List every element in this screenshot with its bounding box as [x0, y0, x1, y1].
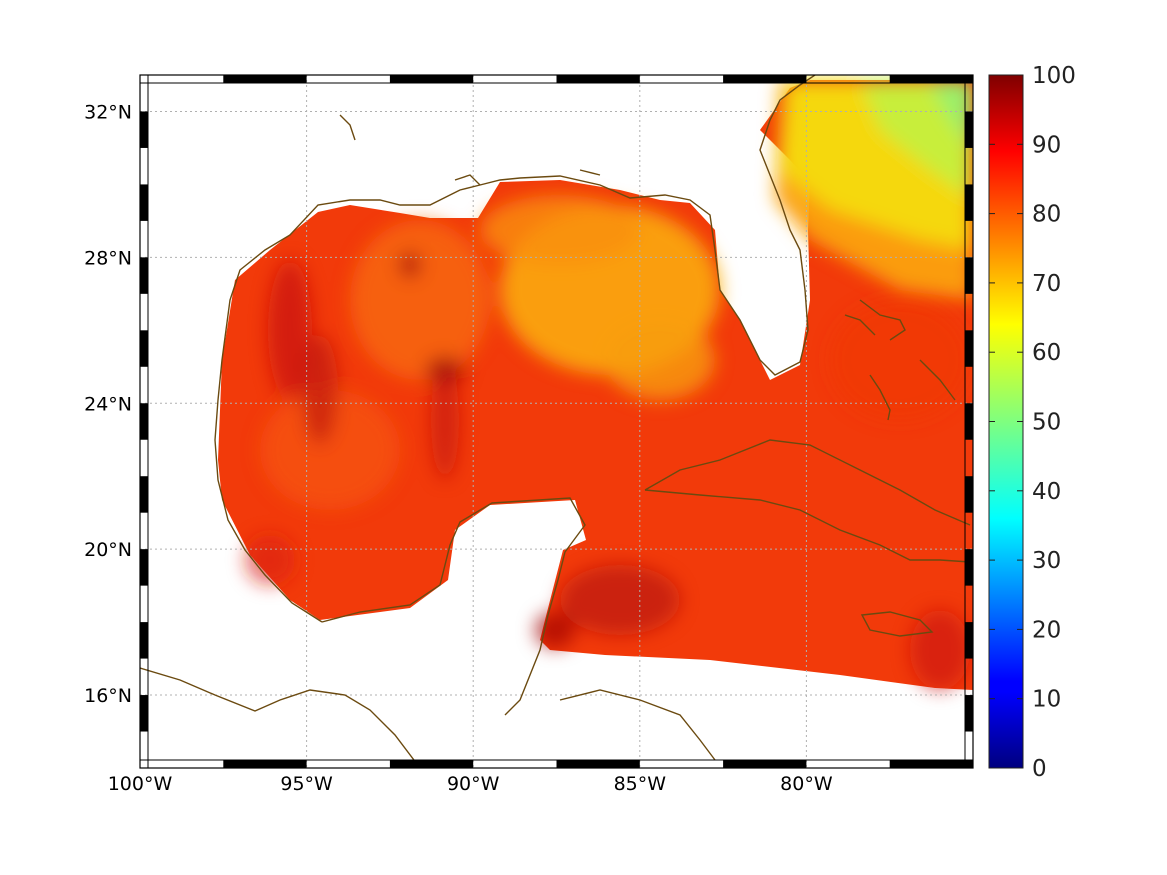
colorbar-tick-label-8: 80: [1032, 202, 1061, 228]
colorbar-tick-label-7: 70: [1032, 271, 1061, 297]
grid: [140, 75, 973, 768]
x-tick-label-1: 95°W: [280, 773, 333, 795]
frame-checker: [140, 695, 148, 732]
colorbar-tick-label-3: 30: [1032, 548, 1061, 574]
bahamas-coast: [869, 374, 891, 421]
frame-checker: [223, 75, 307, 83]
field-patch: [930, 80, 973, 150]
frame-checker: [140, 111, 148, 148]
frame-checker: [965, 476, 973, 513]
island-coast: [579, 169, 601, 176]
colorbar-tick-label-10: 100: [1032, 63, 1076, 89]
jamaica-coast: [860, 611, 934, 637]
colorbar-tick-label-0: 0: [1032, 756, 1047, 782]
y-tick-label-1: 20°N: [84, 539, 132, 561]
colorbar-tick-label-6: 60: [1032, 340, 1061, 366]
field-patch: [398, 251, 422, 279]
frame-checker: [965, 257, 973, 294]
x-tick-label-3: 85°W: [614, 773, 667, 795]
frame-checker: [889, 75, 973, 83]
frame-checker: [140, 257, 148, 294]
x-axis-tick-labels: 100°W 95°W 90°W 85°W 80°W: [108, 773, 833, 795]
frame-checker: [723, 75, 807, 83]
frame-checker: [140, 549, 148, 586]
cuba-coast: [644, 439, 971, 526]
island-coast: [339, 114, 356, 141]
frame-checker: [556, 760, 640, 768]
frame-checker: [965, 184, 973, 221]
x-tick-label-4: 80°W: [780, 773, 833, 795]
frame-checker: [140, 184, 148, 221]
y-axis-tick-labels: 16°N 20°N 24°N 28°N 32°N: [84, 101, 132, 707]
frame-checker: [965, 403, 973, 440]
field-patch: [560, 565, 680, 635]
field-patch: [605, 320, 715, 400]
gulf-coast: [140, 667, 421, 768]
frame-checker: [389, 760, 474, 768]
colorbar: 0 10 20 30 40 50 60 70 80 90 100: [988, 63, 1076, 782]
field-patch: [830, 300, 970, 420]
frame-checker: [723, 760, 807, 768]
frame-checker: [889, 760, 973, 768]
field-patch: [480, 195, 640, 265]
field-patch: [535, 612, 575, 648]
frame-checker: [223, 760, 307, 768]
colorbar-tick-label-1: 10: [1032, 687, 1061, 713]
colorbar-tick-label-5: 50: [1032, 410, 1061, 436]
island-coast: [454, 174, 481, 186]
frame-checker: [140, 622, 148, 659]
field-patch: [245, 535, 295, 585]
field-patch: [860, 80, 973, 200]
colorbar-tick-label-9: 90: [1032, 132, 1061, 158]
central-america-coast: [559, 689, 716, 761]
map-frame: [139, 74, 974, 769]
bahamas-coast: [859, 299, 906, 341]
frame-checker: [965, 622, 973, 659]
coastline: [140, 75, 971, 768]
frame-checker: [140, 330, 148, 367]
field-patch: [350, 220, 490, 380]
field-patch: [425, 356, 465, 384]
frame-checker: [140, 403, 148, 440]
gulf-coast: [321, 497, 586, 716]
cuba-coast: [644, 489, 971, 563]
x-tick-label-2: 90°W: [447, 773, 500, 795]
field-patch: [431, 360, 459, 480]
gulf-coast: [214, 75, 816, 623]
bahamas-coast: [844, 314, 876, 336]
colorbar-tick-label-2: 20: [1032, 617, 1061, 643]
frame-checker: [965, 330, 973, 367]
y-tick-label-2: 24°N: [84, 393, 132, 415]
field-patch: [268, 260, 312, 400]
frame-checker: [965, 549, 973, 586]
frame-checker: [140, 476, 148, 513]
y-tick-label-3: 28°N: [84, 247, 132, 269]
colorbar-ticks: 0 10 20 30 40 50 60 70 80 90 100: [989, 63, 1076, 782]
y-tick-label-0: 16°N: [84, 685, 132, 707]
field-patch: [260, 390, 400, 510]
y-tick-label-4: 32°N: [84, 101, 132, 123]
bahamas-coast: [919, 359, 956, 401]
frame-checker: [965, 111, 973, 148]
frame-checker: [389, 75, 474, 83]
frame-checker: [965, 695, 973, 732]
x-tick-label-0: 100°W: [108, 773, 173, 795]
field-patch: [302, 335, 338, 445]
frame-checker: [556, 75, 640, 83]
field-patch: [910, 610, 970, 690]
colorbar-tick-label-4: 40: [1032, 479, 1061, 505]
